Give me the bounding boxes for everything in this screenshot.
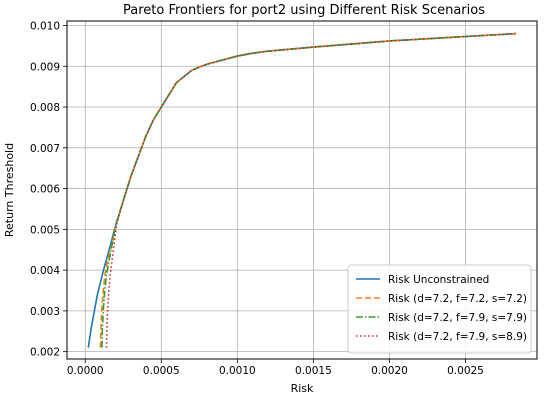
legend-label-2: Risk (d=7.2, f=7.2, s=7.2): [388, 293, 527, 305]
series-line-2: [99, 32, 516, 348]
legend-label-3: Risk (d=7.2, f=7.9, s=7.9): [388, 312, 527, 324]
x-axis: 0.0000 0.0005 0.0010 0.0015 0.0020 0.0025: [67, 359, 484, 377]
chart-title: Pareto Frontiers for port2 using Differe…: [123, 3, 485, 18]
x-tick-label: 0.0005: [143, 365, 180, 377]
x-tick-label: 0.0000: [67, 365, 104, 377]
legend-label-1: Risk Unconstrained: [388, 274, 489, 286]
y-axis: 0.002 0.003 0.004 0.005 0.006 0.007 0.008 0.009…: [30, 20, 67, 359]
y-tick-label: 0.008: [30, 102, 60, 114]
series-line-3: [101, 32, 516, 348]
y-tick-label: 0.004: [30, 265, 60, 277]
y-tick-label: 0.009: [30, 61, 60, 73]
y-tick-label: 0.010: [30, 20, 60, 32]
x-tick-label: 0.0020: [371, 365, 408, 377]
y-tick-label: 0.002: [30, 347, 60, 359]
legend-label-4: Risk (d=7.2, f=7.9, s=8.9): [388, 331, 527, 343]
legend: Risk Unconstrained Risk (d=7.2, f=7.2, s=…: [347, 264, 532, 354]
y-tick-label: 0.003: [30, 306, 60, 318]
plot-frame: [66, 20, 538, 360]
y-tick-label: 0.007: [30, 143, 60, 155]
legend-box: [347, 264, 532, 354]
y-tick-label: 0.005: [30, 224, 60, 236]
x-axis-label: Risk: [291, 382, 314, 395]
x-tick-label: 0.0015: [295, 365, 332, 377]
grid: [67, 21, 537, 359]
y-axis-label: Return Threshold: [3, 143, 16, 237]
x-tick-label: 0.0025: [447, 365, 484, 377]
series-layer: [87, 32, 516, 348]
y-tick-label: 0.006: [30, 184, 60, 196]
x-tick-label: 0.0010: [219, 365, 256, 377]
